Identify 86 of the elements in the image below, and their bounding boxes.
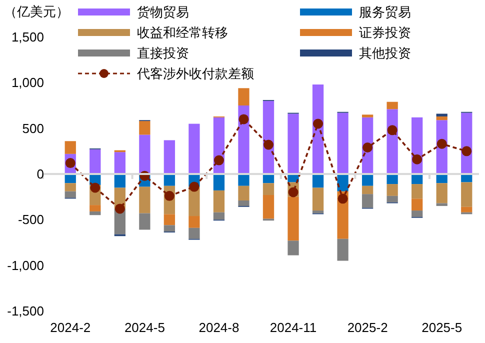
bar <box>312 188 324 211</box>
legend-label: 其他投资 <box>359 46 411 61</box>
legend-label: 服务贸易 <box>359 4 411 20</box>
bar <box>262 195 274 219</box>
point <box>412 154 422 164</box>
bar <box>64 183 76 192</box>
bar <box>386 102 398 110</box>
x-tick-label: 2024-8 <box>198 320 240 336</box>
point <box>114 204 125 214</box>
bar <box>90 205 101 212</box>
legend-label: 直接投资 <box>137 46 189 61</box>
legend-label: 货物贸易 <box>137 4 189 20</box>
bar <box>139 213 150 230</box>
y-tick-label: 1,000 <box>11 75 44 90</box>
x-tick-label: 2024-2 <box>50 320 91 336</box>
bar <box>213 190 225 212</box>
point <box>387 125 398 136</box>
bar <box>312 210 324 214</box>
bar <box>312 174 324 188</box>
y-tick-label: 0 <box>36 166 44 182</box>
bar <box>164 140 176 174</box>
bar <box>188 228 200 239</box>
bar <box>114 174 126 188</box>
point <box>313 118 324 129</box>
bar <box>362 114 374 118</box>
bar <box>90 149 101 174</box>
bar <box>213 212 225 220</box>
bar <box>238 174 250 186</box>
y-tick-label: 500 <box>22 120 44 136</box>
bar <box>436 116 448 120</box>
point <box>338 194 348 204</box>
bar <box>362 174 374 186</box>
x-tick-label: 2025-2 <box>347 320 388 336</box>
bar <box>164 225 176 232</box>
bar <box>337 112 348 174</box>
bar <box>461 182 472 207</box>
bar <box>188 216 200 228</box>
bar <box>288 196 299 241</box>
bar <box>139 121 150 135</box>
bar <box>436 183 448 204</box>
bar <box>412 184 423 199</box>
y-tick-label: -1,500 <box>7 304 44 319</box>
point <box>189 182 200 192</box>
y-tick-label: 1,500 <box>11 30 44 45</box>
bar <box>412 210 423 217</box>
bar <box>288 240 299 256</box>
bar <box>164 174 176 186</box>
bar <box>64 141 76 154</box>
bar <box>238 186 250 200</box>
bar <box>114 152 126 174</box>
bar <box>362 194 374 208</box>
bar <box>461 206 472 212</box>
y-axis-title: （亿美元） <box>4 4 69 19</box>
bar <box>412 198 423 211</box>
bar <box>288 114 299 174</box>
point <box>90 182 100 193</box>
x-tick-label: 2024-5 <box>124 320 165 336</box>
legend-label: 代客涉外收付款差额 <box>136 66 254 82</box>
bar <box>64 191 76 198</box>
bar <box>436 203 448 206</box>
bar <box>337 238 348 261</box>
legend-label: 收益和经常转移 <box>137 25 228 40</box>
point <box>462 146 472 156</box>
point <box>238 114 249 124</box>
x-tick-label: 2024-11 <box>270 320 317 336</box>
bar <box>262 183 274 196</box>
bar <box>386 184 398 196</box>
bar <box>386 196 398 202</box>
bar <box>139 186 150 214</box>
point <box>264 140 274 150</box>
point <box>436 138 447 149</box>
x-tick-label: 2025-5 <box>422 320 462 336</box>
bar <box>188 124 200 174</box>
bar <box>436 114 448 116</box>
y-tick-label: -1,000 <box>7 258 44 273</box>
point <box>362 142 373 153</box>
y-tick-label: -500 <box>18 212 44 228</box>
bar <box>164 214 176 226</box>
bar <box>90 211 101 216</box>
bar <box>139 134 150 174</box>
bar <box>213 174 225 190</box>
bar <box>238 200 250 206</box>
bar <box>362 186 374 194</box>
point <box>214 155 224 166</box>
legend-label: 证券投资 <box>359 25 411 40</box>
bar <box>238 88 250 106</box>
